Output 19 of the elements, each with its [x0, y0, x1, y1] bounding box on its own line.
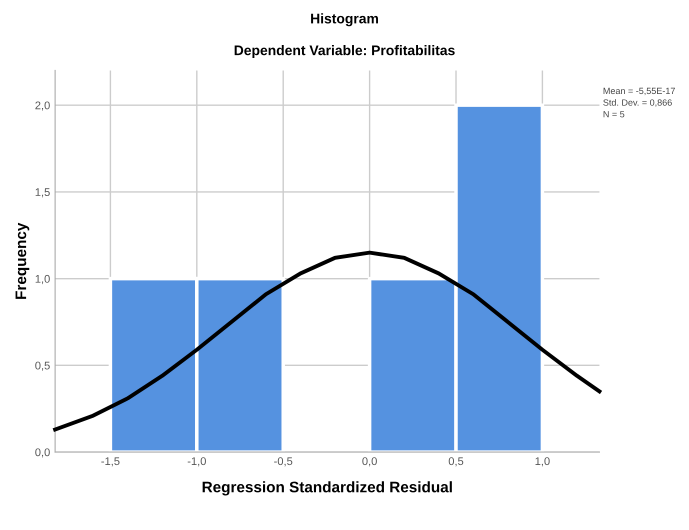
x-axis-title: Regression Standardized Residual — [202, 481, 452, 496]
text: Mean = -5,55E-17 — [604, 88, 675, 96]
y-axis-title: Frequency — [16, 222, 30, 299]
x-tick-label: -1,0 — [188, 457, 206, 466]
y-tick-label: 2,0 — [35, 101, 50, 111]
line-series — [53, 250, 602, 432]
x-tick-label: 0,0 — [362, 457, 377, 466]
y-tick-label: 0,5 — [35, 362, 50, 371]
x-tick-label: -0,5 — [274, 457, 292, 466]
x-tick-label: 0,5 — [448, 457, 464, 466]
chart-title: Histogram — [311, 13, 378, 26]
text: Std. Dev. = 0,866 — [603, 99, 672, 107]
x-tick-label: -1,5 — [101, 457, 120, 466]
y-tick-label: 0,0 — [35, 448, 50, 458]
x-tick-label: 1,0 — [536, 457, 550, 466]
y-tick-label: 1,5 — [36, 188, 50, 198]
chart-subtitle: Dependent Variable: Profitabilitas — [234, 45, 455, 58]
text: N = 5 — [604, 111, 624, 118]
y-tick-label: 1,0 — [36, 274, 50, 284]
